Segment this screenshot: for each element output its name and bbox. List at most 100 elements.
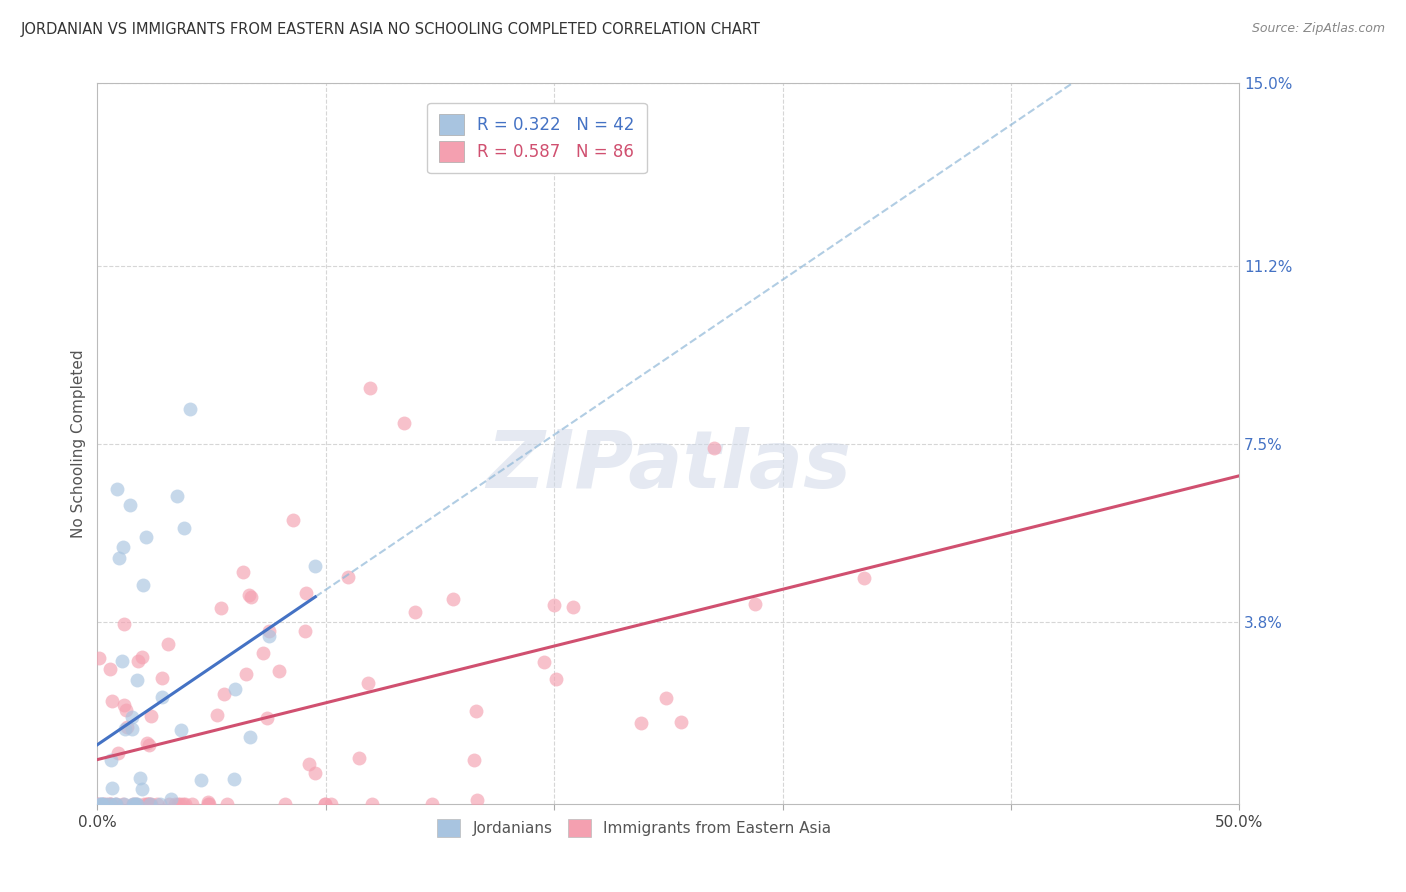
Point — [294, 624, 316, 638]
Point — [100, 694, 122, 708]
Point — [94, 797, 117, 812]
Point — [173, 797, 195, 812]
Point — [256, 711, 278, 725]
Point — [703, 441, 725, 455]
Point — [138, 738, 160, 752]
Point — [167, 797, 190, 812]
Point — [181, 797, 204, 812]
Point — [165, 797, 187, 812]
Point — [304, 766, 326, 780]
Point — [533, 655, 555, 669]
Point — [125, 797, 148, 812]
Point — [111, 654, 134, 668]
Point — [197, 795, 219, 809]
Point — [125, 673, 148, 687]
Point — [138, 797, 160, 812]
Point — [105, 482, 128, 496]
Point — [190, 772, 212, 787]
Legend: Jordanians, Immigrants from Eastern Asia: Jordanians, Immigrants from Eastern Asia — [432, 813, 837, 844]
Point — [170, 723, 193, 737]
Point — [267, 664, 290, 678]
Point — [464, 705, 486, 719]
Point — [87, 797, 110, 812]
Point — [134, 797, 156, 812]
Point — [87, 797, 110, 812]
Point — [90, 797, 112, 812]
Point — [121, 722, 143, 736]
Point — [744, 597, 766, 611]
Point — [224, 681, 246, 696]
Point — [304, 559, 326, 574]
Point — [111, 797, 134, 812]
Point — [139, 797, 162, 812]
Point — [91, 797, 114, 812]
Point — [125, 797, 148, 812]
Point — [347, 751, 370, 765]
Point — [112, 616, 135, 631]
Point — [562, 600, 585, 615]
Point — [128, 654, 150, 668]
Point — [138, 797, 160, 812]
Point — [100, 753, 122, 767]
Text: JORDANIAN VS IMMIGRANTS FROM EASTERN ASIA NO SCHOOLING COMPLETED CORRELATION CHA: JORDANIAN VS IMMIGRANTS FROM EASTERN ASI… — [21, 22, 761, 37]
Point — [852, 571, 875, 585]
Point — [463, 753, 485, 767]
Point — [159, 792, 181, 806]
Point — [98, 797, 121, 812]
Point — [120, 498, 142, 512]
Point — [104, 797, 127, 812]
Point — [157, 797, 180, 812]
Point — [90, 797, 112, 812]
Point — [404, 606, 426, 620]
Point — [115, 703, 138, 717]
Point — [298, 757, 321, 772]
Point — [212, 687, 235, 701]
Point — [314, 797, 336, 812]
Point — [209, 601, 232, 615]
Point — [337, 570, 360, 584]
Point — [112, 541, 135, 555]
Point — [108, 551, 131, 566]
Point — [87, 651, 110, 665]
Point — [98, 662, 121, 676]
Point — [156, 637, 179, 651]
Point — [117, 720, 139, 734]
Point — [281, 513, 304, 527]
Point — [128, 771, 150, 785]
Point — [217, 797, 239, 812]
Point — [224, 772, 246, 786]
Point — [114, 722, 136, 736]
Point — [465, 792, 488, 806]
Point — [135, 797, 157, 812]
Point — [141, 797, 163, 812]
Point — [669, 715, 692, 730]
Point — [173, 521, 195, 535]
Point — [274, 797, 297, 812]
Point — [97, 797, 120, 812]
Point — [121, 710, 143, 724]
Point — [359, 381, 381, 395]
Point — [132, 577, 155, 591]
Text: Source: ZipAtlas.com: Source: ZipAtlas.com — [1251, 22, 1385, 36]
Point — [321, 797, 343, 812]
Point — [121, 797, 143, 812]
Point — [107, 747, 129, 761]
Point — [101, 781, 124, 796]
Point — [240, 590, 263, 604]
Point — [150, 671, 173, 685]
Point — [112, 797, 135, 812]
Point — [122, 797, 145, 812]
Point — [149, 797, 172, 812]
Point — [257, 624, 280, 638]
Point — [232, 565, 254, 579]
Point — [172, 797, 194, 812]
Point — [239, 731, 262, 745]
Point — [392, 416, 415, 430]
Point — [420, 797, 443, 812]
Point — [252, 646, 274, 660]
Point — [197, 797, 219, 812]
Point — [235, 666, 257, 681]
Point — [238, 588, 260, 602]
Point — [179, 401, 201, 416]
Point — [135, 530, 157, 544]
